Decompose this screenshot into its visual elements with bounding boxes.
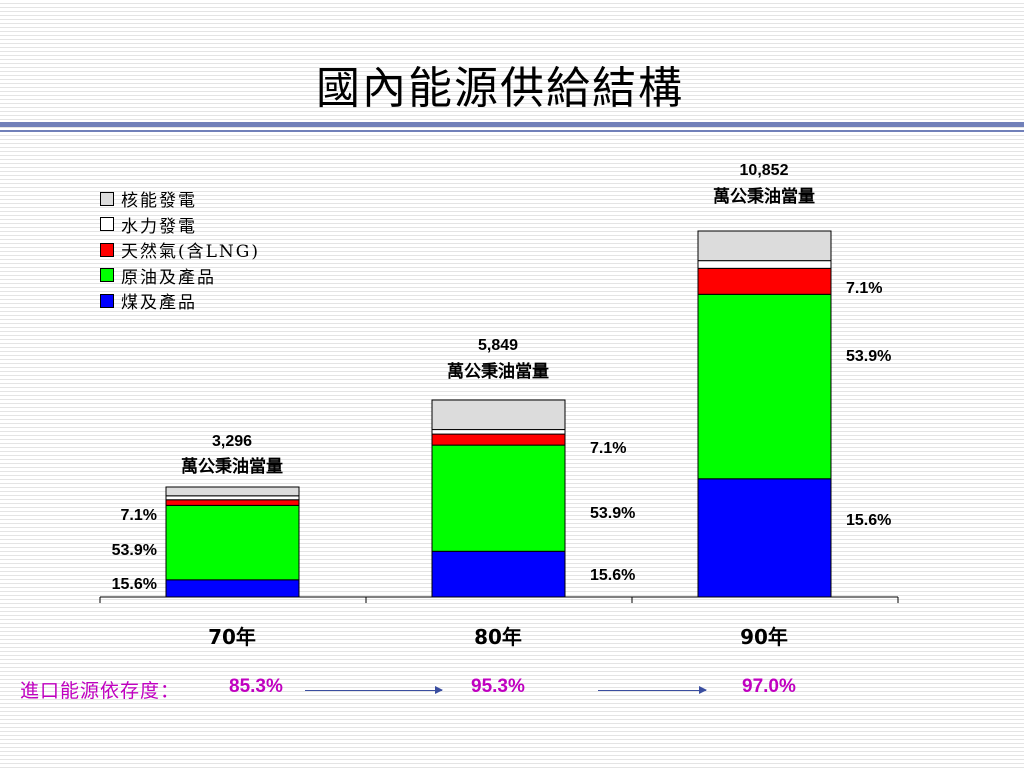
bar-segment-oil-3: [697, 293, 832, 480]
title-divider-thick: [0, 122, 1024, 127]
legend-swatch-nuclear: [100, 191, 114, 206]
chart-legend: 核能發電 水力發電 天然氣(含LNG) 原油及產品 煤及產品: [100, 186, 260, 314]
total-unit-2: 萬公秉油當量: [447, 361, 549, 382]
bar-segment-coal-2: [431, 550, 566, 598]
data-label-natural-gas-1: 7.1%: [121, 507, 157, 524]
data-label-coal-1: 15.6%: [112, 576, 157, 593]
bar-segment-nuclear-3: [697, 230, 832, 262]
bar-segment-hydro-3: [697, 260, 832, 269]
data-label-natural-gas-3: 7.1%: [846, 280, 882, 297]
legend-swatch-hydro: [100, 217, 114, 232]
bar-segment-nuclear-1: [165, 486, 300, 497]
total-value-2: 5,849: [478, 337, 518, 354]
legend-item-natural-gas: 天然氣(含LNG): [100, 237, 260, 263]
total-value-3: 10,852: [740, 162, 789, 179]
legend-item-oil: 原油及產品: [100, 263, 260, 289]
data-label-natural-gas-2: 7.1%: [590, 440, 626, 457]
total-unit-1: 萬公秉油當量: [181, 456, 283, 477]
bar-segment-oil-2: [431, 444, 566, 552]
legend-item-coal: 煤及產品: [100, 288, 260, 314]
legend-swatch-oil: [100, 268, 114, 283]
bar-segment-natural-gas-3: [697, 267, 832, 295]
legend-swatch-natural-gas: [100, 242, 114, 257]
x-tick-label-1: 70年: [208, 625, 256, 649]
bar-segment-oil-1: [165, 504, 300, 581]
legend-swatch-coal: [100, 293, 114, 308]
x-tick-label-2: 80年: [474, 625, 522, 649]
data-label-coal-3: 15.6%: [846, 512, 891, 529]
legend-item-nuclear: 核能發電: [100, 186, 260, 212]
data-label-oil-3: 53.9%: [846, 348, 891, 365]
legend-label-natural-gas: 天然氣(含LNG): [121, 242, 261, 263]
bar-segment-coal-1: [165, 579, 300, 598]
legend-label-oil: 原油及產品: [121, 267, 216, 288]
bar-segment-natural-gas-1: [165, 499, 300, 506]
legend-label-nuclear: 核能發電: [121, 191, 197, 212]
legend-label-coal: 煤及產品: [121, 293, 197, 314]
bar-segment-nuclear-2: [431, 399, 566, 431]
data-label-oil-1: 53.9%: [112, 542, 157, 559]
legend-item-hydro: 水力發電: [100, 212, 260, 238]
bar-segment-hydro-1: [165, 495, 300, 501]
data-label-oil-2: 53.9%: [590, 505, 635, 522]
total-unit-3: 萬公秉油當量: [713, 186, 815, 207]
bar-segment-natural-gas-2: [431, 433, 566, 446]
bar-segment-hydro-2: [431, 429, 566, 435]
x-tick-label-3: 90年: [740, 625, 788, 649]
total-value-1: 3,296: [212, 433, 252, 450]
data-label-coal-2: 15.6%: [590, 567, 635, 584]
slide-title: 國內能源供給結構: [316, 63, 684, 114]
bar-segment-coal-3: [697, 478, 832, 598]
legend-label-hydro: 水力發電: [121, 216, 197, 237]
title-divider-thin: [0, 130, 1024, 132]
